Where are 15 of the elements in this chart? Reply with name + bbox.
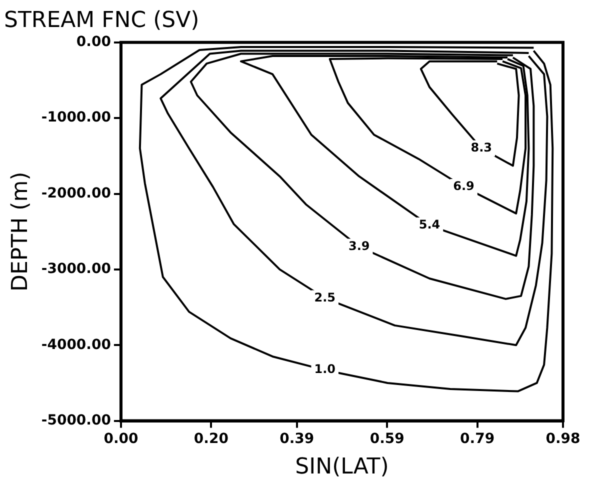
x-tick-label: 0.39 <box>280 430 314 447</box>
y-tick-label: -4000.00 <box>41 336 112 353</box>
y-tick-label: -1000.00 <box>41 110 112 126</box>
y-tick-label: 0.00 <box>76 34 112 50</box>
y-tick-label: -2000.00 <box>41 185 112 202</box>
x-tick-label: 0.00 <box>104 430 139 447</box>
y-axis-title: DEPTH (m) <box>8 172 33 292</box>
x-tick-label: 0.79 <box>460 430 495 447</box>
x-axis-title: SIN(LAT) <box>295 454 389 480</box>
y-tick-label: -3000.00 <box>41 261 112 278</box>
x-tick-label: 0.20 <box>194 430 229 447</box>
y-tick-label: -5000.00 <box>41 412 112 428</box>
x-tick-label: 0.59 <box>370 430 404 447</box>
chart-title: STREAM FNC (SV) <box>4 8 200 33</box>
x-tick-label: 0.98 <box>546 430 580 447</box>
